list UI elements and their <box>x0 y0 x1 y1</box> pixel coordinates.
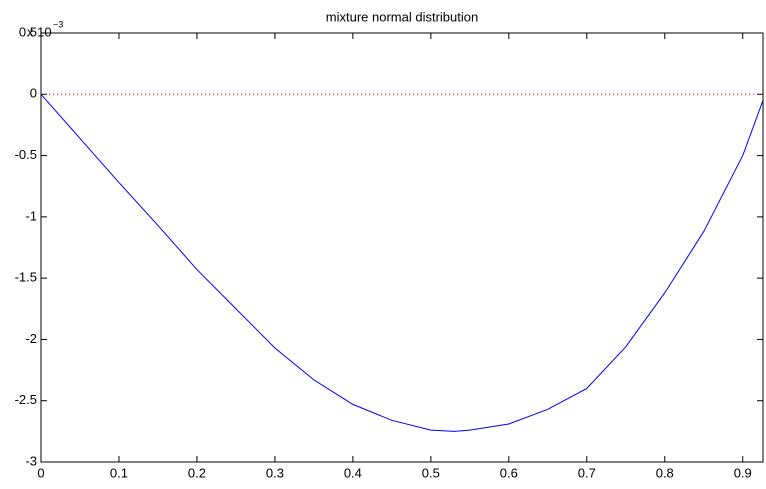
x-tick-label: 0.7 <box>578 465 596 480</box>
x-tick-label: 0.8 <box>656 465 674 480</box>
x-tick-label: 0.9 <box>734 465 752 480</box>
y-tick-label: -1 <box>25 208 37 223</box>
y-tick-label: -3 <box>25 453 37 468</box>
y-multiplier-exponent: −3 <box>53 19 63 29</box>
y-tick-label: 0 <box>30 86 37 101</box>
x-tick-label: 0.5 <box>422 465 440 480</box>
y-tick-label: -2 <box>25 331 37 346</box>
y-tick-label: -0.5 <box>15 147 37 162</box>
y-tick-label: -1.5 <box>15 270 37 285</box>
chart-title: mixture normal distribution <box>326 9 478 24</box>
x-tick-label: 0.2 <box>188 465 206 480</box>
y-tick-label: 0.5 <box>19 24 37 39</box>
y-multiplier: x 10 <box>27 24 52 39</box>
series-line <box>40 93 764 432</box>
x-tick-label: 0.1 <box>110 465 128 480</box>
x-tick-label: 0.3 <box>266 465 284 480</box>
x-tick-label: 0.6 <box>500 465 518 480</box>
axes-box <box>40 32 764 463</box>
x-tick-label: 0 <box>37 465 44 480</box>
x-tick-label: 0.4 <box>344 465 362 480</box>
y-tick-label: -2.5 <box>15 392 37 407</box>
